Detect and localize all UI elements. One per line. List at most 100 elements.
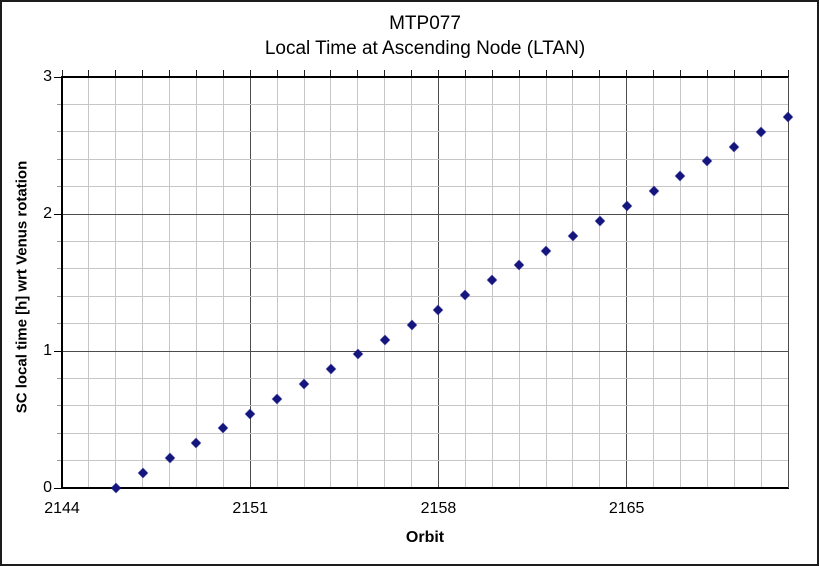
x-axis-tick [464,70,466,76]
gridline-vertical-minor [706,77,708,488]
gridline-horizontal-major [62,213,788,215]
gridline-vertical-minor [760,77,762,488]
y-axis-tick-major [54,487,61,489]
x-axis-tick [653,70,655,76]
y-axis-tick-minor [57,186,61,188]
gridline-vertical-minor [195,77,197,488]
data-point [541,246,551,256]
y-axis-tick-minor [57,268,61,270]
gridline-horizontal-minor [62,295,788,297]
data-point [406,320,417,330]
gridline-vertical-minor [733,77,735,488]
gridline-horizontal-major [62,350,788,352]
y-axis-tick-minor [57,158,61,160]
data-point [621,200,632,211]
x-axis-tick [572,70,574,76]
gridline-horizontal-minor [62,377,788,379]
gridline-horizontal-minor [62,268,788,270]
data-point [702,155,713,166]
chart-title: MTP077 [389,13,461,34]
gridline-vertical-minor [653,77,655,488]
data-point [299,378,309,389]
x-axis-tick [491,70,493,76]
y-axis-tick-minor [57,432,61,434]
gridline-vertical-major [626,77,628,488]
data-point [137,467,148,478]
gridline-vertical-minor [330,77,332,488]
x-axis-tick [545,70,547,76]
y-tick-label: 2 [43,205,52,222]
gridline-vertical-major [249,77,251,488]
y-tick-label: 3 [43,68,52,85]
data-point [729,141,740,152]
x-axis-tick [115,70,117,76]
gridline-horizontal-minor [62,460,788,462]
data-point [783,111,793,122]
gridline-vertical-minor [679,77,681,488]
x-axis-tick [679,70,681,76]
gridline-horizontal-minor [62,186,788,188]
data-point [460,289,471,300]
x-axis-tick [599,70,601,76]
data-point [594,215,605,226]
data-point [675,170,686,181]
y-axis-tick-minor [57,240,61,242]
gridline-vertical-minor [303,77,305,488]
data-point [487,274,498,285]
gridline-horizontal-minor [62,323,788,325]
y-axis-tick-minor [57,323,61,325]
x-axis-tick [437,70,439,76]
x-tick-label: 2151 [232,500,269,517]
x-axis-tick [142,70,144,76]
x-axis-label: Orbit [405,529,445,546]
x-axis-top-line [62,76,789,78]
gridline-horizontal-minor [62,240,788,242]
data-point [191,437,202,448]
gridline-vertical-minor [142,77,144,488]
y-tick-label: 0 [43,479,52,496]
gridline-vertical-minor [411,77,413,488]
gridline-vertical-minor [384,77,386,488]
data-point [433,304,444,315]
x-axis-tick [357,70,359,76]
gridline-horizontal-minor [62,158,788,160]
gridline-horizontal-minor [62,432,788,434]
gridline-horizontal-minor [62,405,788,407]
x-axis-tick [760,70,762,76]
y-axis-tick-major [54,76,61,78]
data-point [648,185,659,196]
gridline-horizontal-minor [62,131,788,133]
x-axis-tick [330,70,332,76]
gridline-vertical-minor [169,77,171,488]
gridline-vertical-minor [222,77,224,488]
gridline-vertical-minor [115,77,117,488]
y-tick-label: 1 [43,342,52,359]
chart-subtitle: Local Time at Ascending Node (LTAN) [264,38,586,59]
x-axis-tick [411,70,413,76]
x-tick-label: 2144 [44,500,80,517]
data-point [379,335,390,345]
x-axis-tick [384,70,386,76]
y-axis-tick-minor [57,377,61,379]
gridline-vertical-minor [518,77,520,488]
gridline-vertical-minor [276,77,278,488]
y-axis-label: SC local time [h] wrt Venus rotation [13,160,31,414]
y-axis-tick-minor [57,295,61,297]
data-point [756,126,767,137]
x-axis-bottom-line [62,487,789,489]
y-axis-tick-major [54,213,61,215]
gridline-vertical-minor [357,77,359,488]
gridline-horizontal-minor [62,103,788,105]
gridline-vertical-minor [599,77,601,488]
x-tick-label: 2158 [420,500,457,517]
x-axis-tick [276,70,278,76]
x-axis-tick [303,70,305,76]
x-axis-tick [249,70,251,76]
x-axis-tick [706,70,708,76]
x-axis-tick [61,70,63,76]
y-axis-tick-minor [57,405,61,407]
data-point [325,363,336,374]
y-axis-tick-minor [57,131,61,133]
x-axis-tick [787,70,789,76]
